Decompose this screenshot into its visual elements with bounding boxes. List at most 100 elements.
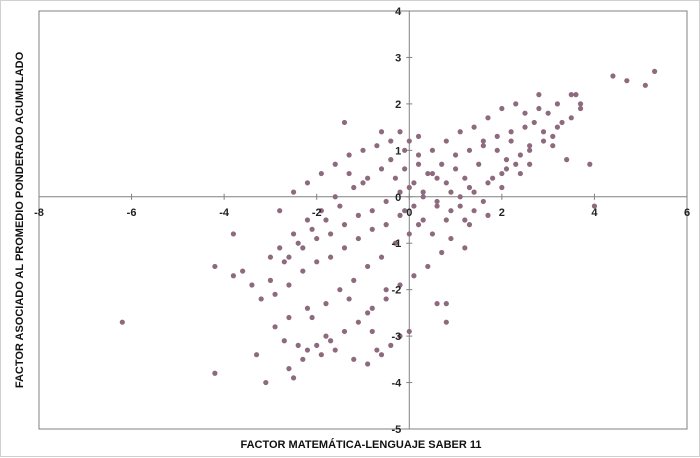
y-tick-label: 4: [395, 6, 402, 18]
data-point: [304, 305, 311, 311]
x-tick-label: 6: [684, 207, 690, 219]
data-point: [480, 198, 486, 205]
data-point: [397, 189, 403, 195]
data-point: [397, 333, 403, 339]
data-point: [490, 175, 496, 181]
data-point: [485, 180, 491, 186]
data-point: [411, 273, 417, 279]
data-point: [568, 115, 574, 121]
data-point: [434, 175, 440, 181]
data-point: [295, 240, 301, 246]
data-point: [277, 245, 283, 251]
data-point: [341, 328, 348, 335]
data-point: [624, 78, 630, 84]
data-point: [550, 133, 556, 139]
data-point: [420, 194, 426, 200]
data-point: [212, 263, 218, 270]
data-point: [119, 319, 125, 325]
x-tick-label: 0: [406, 207, 412, 219]
data-point: [392, 240, 398, 246]
data-point: [402, 147, 408, 153]
data-point: [369, 208, 375, 214]
data-point: [527, 143, 533, 149]
data-point: [328, 338, 334, 344]
data-point: [577, 105, 584, 112]
x-tick-label: 2: [499, 207, 505, 219]
data-point: [365, 310, 371, 316]
data-point: [332, 194, 338, 200]
data-point: [351, 277, 357, 283]
data-point: [443, 217, 449, 223]
data-point: [462, 175, 468, 181]
data-point: [411, 203, 417, 209]
data-point: [517, 152, 523, 158]
data-point: [415, 222, 422, 228]
data-point: [485, 115, 491, 121]
data-point: [448, 189, 454, 195]
data-point: [462, 217, 468, 223]
data-point: [508, 138, 514, 144]
plot-area-border: [38, 10, 688, 430]
data-point: [318, 352, 324, 358]
data-point: [263, 379, 269, 386]
data-point: [267, 277, 274, 283]
data-point: [314, 235, 320, 242]
data-point: [420, 217, 426, 223]
data-point: [253, 352, 260, 358]
data-point: [554, 124, 561, 130]
data-point: [462, 245, 468, 251]
y-tick-label: 3: [395, 52, 401, 64]
data-point: [527, 147, 533, 153]
x-tick-label: -8: [34, 207, 44, 219]
data-point: [281, 259, 287, 265]
data-point: [434, 301, 440, 307]
data-point: [522, 110, 528, 116]
data-point: [281, 338, 287, 344]
data-point: [304, 180, 311, 186]
data-point: [494, 147, 500, 153]
data-point: [527, 161, 533, 167]
data-point: [267, 254, 274, 260]
data-point: [425, 170, 431, 177]
data-points: [119, 68, 658, 386]
data-point: [443, 138, 449, 144]
data-point: [378, 166, 385, 172]
data-point: [577, 101, 584, 107]
data-point: [388, 138, 394, 144]
data-point: [522, 124, 528, 130]
data-point: [355, 319, 361, 325]
data-point: [383, 198, 389, 205]
y-tick-label: -5: [392, 424, 402, 436]
data-point: [300, 356, 306, 362]
data-point: [383, 222, 389, 228]
data-point: [304, 347, 311, 353]
data-point: [554, 101, 561, 107]
data-point: [429, 231, 436, 237]
data-point: [536, 92, 542, 98]
data-point: [369, 328, 375, 335]
data-point: [503, 166, 510, 172]
data-point: [286, 314, 292, 321]
data-point: [406, 328, 412, 335]
data-point: [429, 147, 436, 153]
data-point: [545, 110, 551, 116]
data-point: [499, 170, 505, 177]
data-point: [290, 375, 297, 381]
data-point: [374, 143, 380, 149]
axes: [38, 10, 688, 430]
data-point: [499, 184, 505, 191]
data-point: [439, 249, 445, 256]
data-point: [457, 129, 463, 135]
data-point: [443, 301, 449, 307]
data-point: [476, 161, 482, 167]
data-point: [642, 82, 648, 88]
data-point: [536, 105, 542, 112]
data-point: [415, 133, 422, 139]
data-point: [290, 231, 297, 237]
data-point: [591, 203, 598, 209]
data-point: [466, 184, 473, 191]
data-point: [318, 170, 324, 177]
data-point: [351, 356, 357, 362]
data-point: [494, 133, 500, 139]
